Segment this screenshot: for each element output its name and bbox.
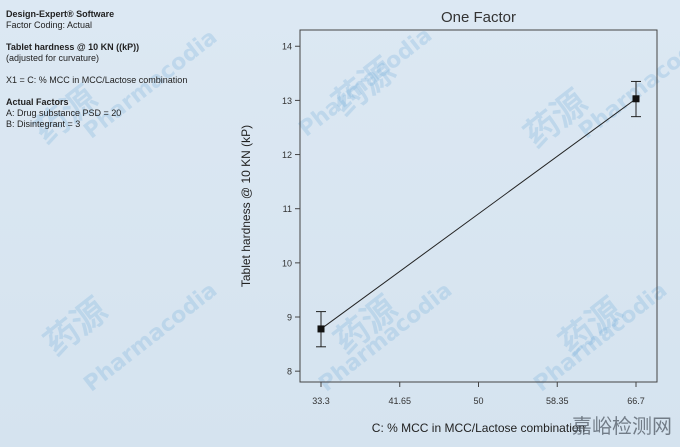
factor-coding: Factor Coding: Actual [6,20,93,30]
x1-definition: X1 = C: % MCC in MCC/Lactose combination [6,75,188,85]
x-tick-label: 41.65 [388,396,411,406]
y-axis-label: Tablet hardness @ 10 KN (kP) [239,125,253,287]
x-tick-label: 58.35 [546,396,569,406]
x-tick-label: 66.7 [627,396,645,406]
y-tick-label: 9 [287,313,292,323]
y-tick-label: 13 [282,96,292,106]
x-tick-label: 50 [473,396,483,406]
series-line [320,98,637,330]
factor-info-panel: Design-Expert® Software Factor Coding: A… [6,9,241,141]
chart-title: One Factor [441,9,516,26]
factor-b: B: Disintegrant = 3 [6,119,81,129]
y-tick-label: 14 [282,42,292,52]
x-axis-label: C: % MCC in MCC/Lactose combination [372,421,585,435]
factor-a: A: Drug substance PSD = 20 [6,108,122,118]
corner-watermark: 嘉峪检测网 [572,414,672,438]
response-name: Tablet hardness @ 10 KN ((kP)) [6,42,140,52]
data-point [632,95,640,103]
y-tick-label: 11 [283,204,292,214]
software-name: Design-Expert® Software [6,9,115,19]
y-tick-label: 10 [282,258,292,268]
plot-frame [299,29,658,383]
response-note: (adjusted for curvature) [6,53,100,63]
y-tick-label: 8 [287,367,292,377]
y-tick-label: 12 [282,150,292,160]
actual-factors-title: Actual Factors [6,97,69,107]
x-tick-label: 33.3 [312,396,330,406]
data-point [317,325,325,333]
